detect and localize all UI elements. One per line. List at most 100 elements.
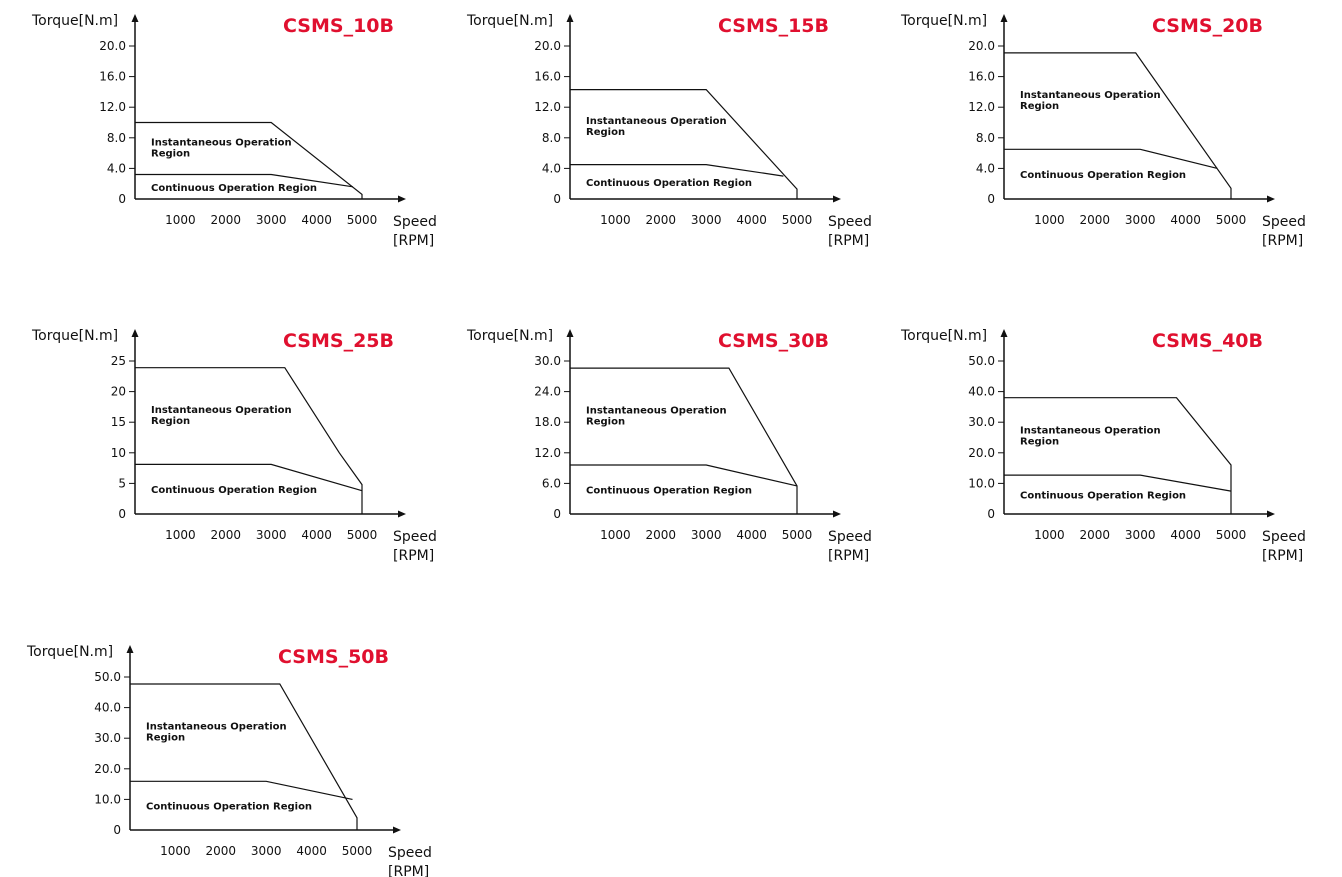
x-axis-label: Speed [1262,529,1306,545]
x-tick-label: 5000 [782,528,813,542]
x-axis-arrow [833,510,841,518]
y-tick-label: 16.0 [99,70,126,84]
chart-panel-5: CSMS_30B Torque[N.m] Speed [RPM] 0 6.0 12.0 18.… [466,328,872,564]
x-tick-label: 4000 [301,528,332,542]
x-tick-label: 1000 [165,528,196,542]
continuous-region-label: Continuous Operation Region [586,486,752,497]
chart-title: CSMS_10B [283,15,394,37]
x-axis-label: Speed [393,214,437,230]
y-tick-label: 0 [118,507,126,521]
instantaneous-region-label: Instantaneous Operation Region [151,138,292,160]
instantaneous-region-label: Instantaneous Operation Region [1020,90,1161,112]
x-axis-unit: [RPM] [393,548,434,564]
continuous-region-label: Continuous Operation Region [1020,491,1186,502]
y-axis-label: Torque[N.m] [900,13,987,29]
y-tick-label: 0 [987,192,995,206]
instantaneous-curve [570,88,798,199]
continuous-curve [130,780,353,800]
y-tick-label: 8.0 [107,131,126,145]
y-tick-label: 20.0 [94,762,121,776]
x-axis-arrow [398,195,406,203]
y-axis-label: Torque[N.m] [31,328,118,344]
y-axis-label: Torque[N.m] [466,328,553,344]
y-tick-label: 6.0 [542,476,561,490]
x-axis-label: Speed [1262,214,1306,230]
x-tick-label: 3000 [256,528,287,542]
y-tick-label: 12.0 [968,100,995,114]
y-tick-label: 5 [118,476,126,490]
x-axis-unit: [RPM] [1262,548,1303,564]
y-tick-label: 0 [987,507,995,521]
y-tick-label: 40.0 [94,701,121,715]
y-tick-label: 50.0 [94,670,121,684]
x-tick-label: 3000 [1125,528,1156,542]
continuous-curve [1004,474,1232,492]
chart-title: CSMS_25B [283,330,394,352]
chart-title: CSMS_20B [1152,15,1263,37]
y-axis-arrow [566,329,574,337]
y-tick-label: 8.0 [976,131,995,145]
x-tick-label: 2000 [646,528,677,542]
y-tick-label: 15 [111,415,126,429]
y-tick-label: 10.0 [968,476,995,490]
chart-title: CSMS_15B [718,15,829,37]
y-axis-label: Torque[N.m] [900,328,987,344]
y-axis-label: Torque[N.m] [26,644,113,660]
chart-panel-6: CSMS_40B Torque[N.m] Speed [RPM] 0 10.0 20.0 30… [900,328,1306,564]
continuous-region-label: Continuous Operation Region [151,183,317,194]
y-tick-label: 30.0 [94,731,121,745]
x-axis-arrow [1267,510,1275,518]
x-axis-unit: [RPM] [1262,233,1303,249]
chart-panel-2: CSMS_15B Torque[N.m] Speed [RPM] 0 4.0 8.0 12.0… [466,13,872,249]
y-tick-label: 12.0 [534,100,561,114]
x-tick-label: 2000 [206,844,237,858]
y-tick-label: 25 [111,354,126,368]
x-tick-label: 5000 [347,528,378,542]
x-axis-label: Speed [393,529,437,545]
continuous-region-label: Continuous Operation Region [586,178,752,189]
x-axis-arrow [398,510,406,518]
x-axis-label: Speed [388,845,432,861]
x-tick-label: 2000 [211,528,242,542]
y-axis-arrow [131,329,139,337]
x-tick-label: 4000 [736,213,767,227]
y-tick-label: 4.0 [976,161,995,175]
y-tick-label: 10.0 [94,792,121,806]
x-tick-label: 2000 [1080,528,1111,542]
instantaneous-curve [570,367,798,514]
x-tick-label: 2000 [211,213,242,227]
instantaneous-region-label: Instantaneous Operation Region [146,722,287,744]
y-axis-arrow [1000,329,1008,337]
x-tick-label: 1000 [160,844,191,858]
x-tick-label: 1000 [165,213,196,227]
instantaneous-curve [1004,52,1232,199]
x-tick-label: 4000 [296,844,327,858]
y-tick-label: 16.0 [968,70,995,84]
y-tick-label: 12.0 [99,100,126,114]
y-axis-arrow [566,14,574,22]
y-tick-label: 30.0 [534,354,561,368]
x-tick-label: 3000 [691,213,722,227]
y-tick-label: 20 [111,385,126,399]
chart-panel-1: CSMS_10B Torque[N.m] Speed [RPM] 0 4.0 8.0 12.0… [31,13,437,249]
x-axis-label: Speed [828,214,872,230]
x-tick-label: 3000 [251,844,282,858]
instantaneous-region-label: Instantaneous Operation Region [151,405,292,427]
x-axis-unit: [RPM] [393,233,434,249]
y-axis-label: Torque[N.m] [31,13,118,29]
x-tick-label: 4000 [1170,528,1201,542]
x-tick-label: 3000 [691,528,722,542]
chart-title: CSMS_30B [718,330,829,352]
y-tick-label: 50.0 [968,354,995,368]
x-tick-label: 1000 [1034,528,1065,542]
instantaneous-region-label: Instantaneous Operation Region [1020,425,1161,447]
x-axis-unit: [RPM] [828,548,869,564]
y-tick-label: 0 [113,823,121,837]
y-tick-label: 0 [553,507,561,521]
instantaneous-curve [135,367,363,514]
x-tick-label: 5000 [342,844,373,858]
x-tick-label: 4000 [1170,213,1201,227]
instantaneous-curve [1004,397,1232,514]
x-tick-label: 3000 [256,213,287,227]
x-tick-label: 5000 [1216,213,1247,227]
